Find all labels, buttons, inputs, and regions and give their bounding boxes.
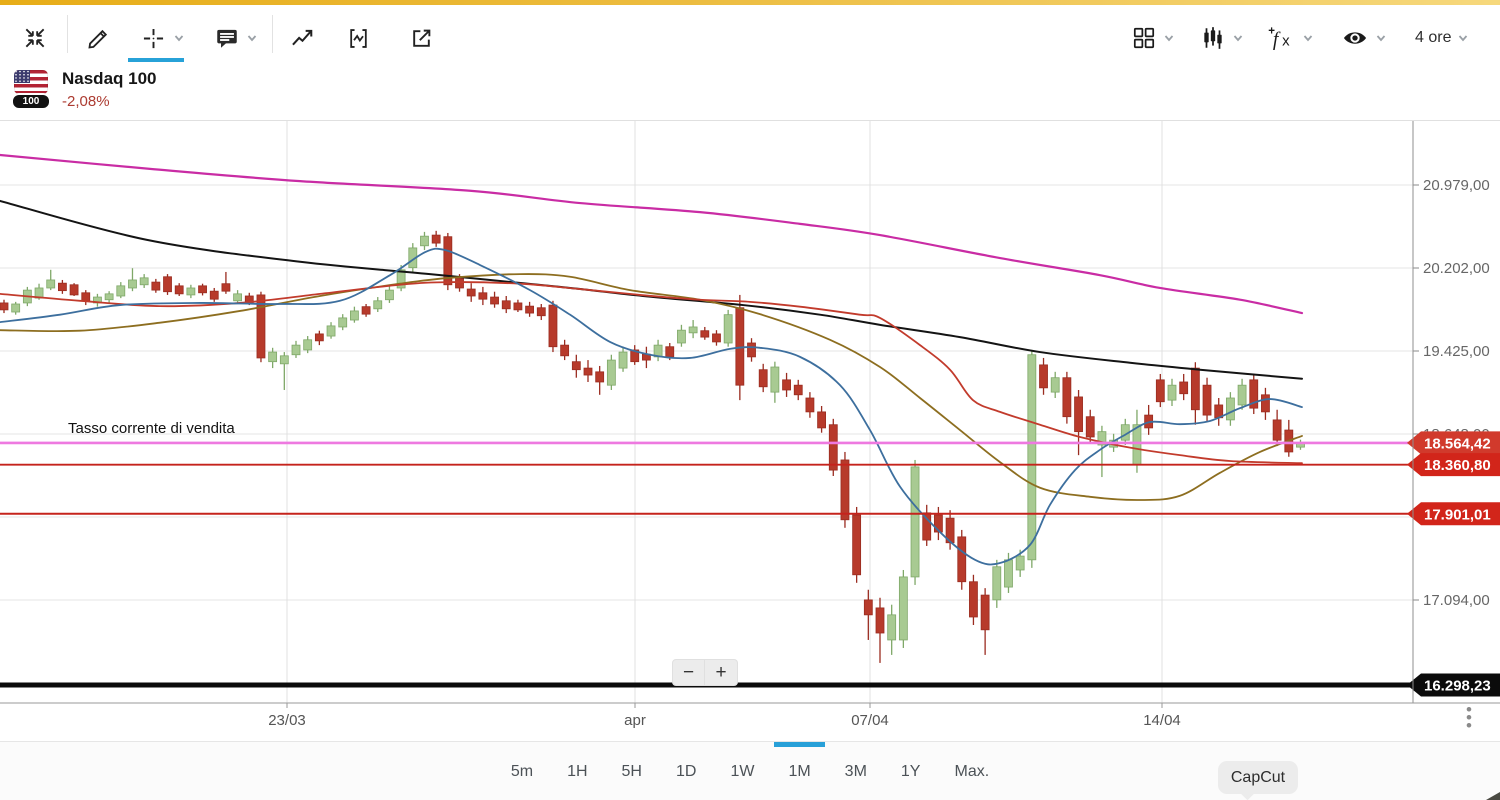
toolbar-divider bbox=[272, 15, 273, 53]
chevron-down-icon bbox=[1459, 35, 1468, 42]
comment-annotation-button[interactable] bbox=[214, 23, 258, 53]
trend-arrow-icon bbox=[292, 29, 313, 45]
active-tool-indicator bbox=[128, 58, 184, 62]
crosshair-icon bbox=[143, 28, 164, 48]
level-17901-tag bbox=[1407, 502, 1500, 526]
eye-icon bbox=[1343, 32, 1367, 44]
pencil-icon bbox=[88, 29, 108, 49]
timeframe-1m-selected[interactable]: 1M bbox=[771, 741, 827, 791]
timeframe-5h[interactable]: 5H bbox=[621, 762, 642, 780]
instrument-badge: 100 bbox=[11, 93, 51, 110]
svg-text:14/04: 14/04 bbox=[1143, 712, 1181, 729]
interval-selector[interactable]: 4 ore bbox=[1415, 23, 1469, 53]
svg-text:18.360,80: 18.360,80 bbox=[1424, 457, 1491, 474]
collapse-icon bbox=[25, 28, 45, 48]
grid-layout-icon bbox=[1133, 27, 1155, 49]
svg-text:18.564,42: 18.564,42 bbox=[1424, 435, 1491, 452]
svg-text:x: x bbox=[1282, 33, 1290, 50]
crosshair-tool-button[interactable] bbox=[140, 23, 185, 53]
chevron-down-icon bbox=[247, 35, 257, 42]
date-axis-labels: 23/03 apr 07/04 14/04 bbox=[268, 703, 1181, 729]
ma-red bbox=[0, 281, 1303, 465]
timeframe-1d[interactable]: 1D bbox=[675, 762, 697, 780]
zoom-controls: − + bbox=[672, 659, 738, 686]
svg-text:17.901,01: 17.901,01 bbox=[1424, 506, 1491, 523]
ma-black bbox=[0, 199, 1303, 380]
candles-layer bbox=[0, 230, 1305, 663]
zoom-in-button[interactable]: + bbox=[705, 659, 738, 686]
svg-text:apr: apr bbox=[624, 712, 646, 729]
price-levels-layer[interactable]: 18.564,42 18.360,80 17.901,01 16.298,23 bbox=[0, 431, 1500, 697]
level-18360-tag bbox=[1407, 453, 1500, 477]
level-16298-tag bbox=[1407, 673, 1500, 697]
chevron-down-icon bbox=[1233, 35, 1243, 42]
bracket-wave-icon bbox=[350, 28, 367, 48]
svg-text:f: f bbox=[1273, 30, 1281, 51]
timeframe-max[interactable]: Max. bbox=[954, 762, 990, 780]
instrument-change: -2,08% bbox=[62, 93, 110, 110]
top-accent-bar bbox=[0, 0, 1500, 5]
capcut-watermark: CapCut bbox=[1218, 761, 1298, 800]
visibility-button[interactable] bbox=[1341, 23, 1387, 53]
ma-blue bbox=[0, 247, 1303, 566]
export-icon bbox=[413, 29, 431, 47]
chevron-down-icon bbox=[1376, 35, 1386, 42]
us-flag-icon bbox=[14, 70, 48, 94]
fx-functions-icon: + f x bbox=[1268, 26, 1290, 51]
svg-text:16.298,23: 16.298,23 bbox=[1424, 678, 1491, 695]
draw-pencil-button[interactable] bbox=[85, 23, 112, 53]
trend-line-button[interactable] bbox=[289, 23, 316, 53]
selected-timeframe-indicator bbox=[774, 741, 825, 747]
share-export-button[interactable] bbox=[408, 23, 435, 53]
indicators-button[interactable]: + f x bbox=[1266, 23, 1314, 53]
chevron-down-icon bbox=[1164, 35, 1174, 42]
svg-text:23/03: 23/03 bbox=[268, 712, 306, 729]
interval-label: 4 ore bbox=[1415, 29, 1452, 46]
timeframe-5m[interactable]: 5m bbox=[510, 762, 534, 780]
zoom-out-button[interactable]: − bbox=[672, 659, 705, 686]
layout-grid-button[interactable] bbox=[1131, 23, 1175, 53]
chart-gridlines bbox=[0, 120, 1413, 703]
price-axis-labels: 20.979,0020.202,0019.425,0018.648,0017.0… bbox=[1413, 177, 1490, 609]
chevron-down-icon bbox=[174, 35, 184, 42]
chevron-down-icon bbox=[1303, 35, 1313, 42]
svg-text:20.979,00: 20.979,00 bbox=[1423, 177, 1490, 194]
collapse-panels-button[interactable] bbox=[22, 23, 48, 53]
timeframe-1y[interactable]: 1Y bbox=[900, 762, 921, 780]
main-toolbar: + f x 4 ore bbox=[0, 5, 1500, 63]
instrument-title[interactable]: Nasdaq 100 bbox=[62, 69, 157, 88]
axes bbox=[0, 120, 1500, 704]
svg-text:+: + bbox=[1268, 26, 1275, 38]
timeframe-3m[interactable]: 3M bbox=[844, 762, 867, 780]
ma-brown bbox=[0, 273, 1303, 501]
comment-icon bbox=[217, 29, 237, 48]
svg-text:20.202,00: 20.202,00 bbox=[1423, 260, 1490, 277]
candlestick-icon bbox=[1204, 27, 1222, 49]
svg-text:17.094,00: 17.094,00 bbox=[1423, 592, 1490, 609]
svg-text:19.425,00: 19.425,00 bbox=[1423, 343, 1490, 360]
indicator-wave-button[interactable] bbox=[345, 23, 372, 53]
axis-menu-button[interactable]: • • • bbox=[1466, 700, 1472, 735]
current-sell-rate-tag bbox=[1407, 431, 1500, 455]
svg-text:07/04: 07/04 bbox=[851, 712, 889, 729]
instrument-header: 100 Nasdaq 100 -2,08% bbox=[0, 62, 1500, 121]
timeframe-1w[interactable]: 1W bbox=[730, 762, 755, 780]
timeframe-1h[interactable]: 1H bbox=[567, 762, 588, 780]
chart-type-button[interactable] bbox=[1200, 23, 1244, 53]
current-sell-rate-annotation: Tasso corrente di vendita bbox=[68, 420, 235, 437]
ma-magenta bbox=[0, 153, 1304, 315]
moving-averages-layer bbox=[0, 153, 1304, 566]
screen-corner-artifact bbox=[1486, 792, 1500, 800]
toolbar-divider bbox=[67, 15, 68, 53]
